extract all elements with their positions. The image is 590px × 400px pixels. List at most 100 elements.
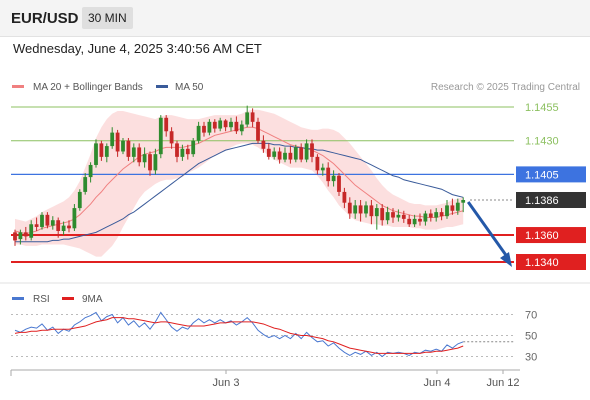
rsi-ma9-line [14,317,464,354]
candle-body [50,220,55,226]
candle-body [72,208,77,229]
candle-body [331,175,336,182]
rsi-tick-label: 70 [525,310,537,322]
candle-body [34,224,39,227]
forecast-arrow-shaft [466,201,510,259]
candle-body [380,208,385,221]
candle-body [434,212,439,218]
candle-body [445,205,449,217]
level-label-pivot: 1.1405 [525,169,559,181]
candle-body [401,214,406,219]
candle-body [304,143,309,160]
candle-body [412,218,417,225]
candle-body [293,147,298,160]
candle-body [131,147,136,157]
level-label-resistance: 1.1430 [525,136,559,148]
x-axis-label: Jun 4 [424,377,451,389]
candle-body [29,224,34,238]
candle-body [396,214,401,218]
candle-body [277,151,282,160]
legend-rsi-label: RSI [33,294,50,305]
candle-body [250,112,255,122]
candle-body [385,212,390,221]
rsi-tick-label: 30 [525,352,537,364]
candle-body [94,143,98,165]
source-label: Research © 2025 Trading Central [431,82,580,93]
candle-body [315,156,320,171]
candle-body [461,200,466,203]
candle-body [407,218,412,225]
candle-body [423,213,428,222]
top-bar: EUR/USD 30 MIN [0,0,590,37]
candle-body [374,208,379,217]
level-label-support: 1.1340 [525,257,559,269]
candle-body [310,143,314,157]
rsi-line [14,311,464,358]
candle-body [299,147,304,160]
candle-body [439,212,444,217]
candle-body [110,132,115,147]
candle-body [169,131,174,144]
ma20-line [14,126,464,235]
candle-body [180,148,185,157]
candle-body [56,220,61,231]
candle-body [218,120,223,129]
candle-body [45,214,50,226]
legend-ma50-swatch [156,85,168,88]
candle-body [320,167,325,171]
legend-ma20-swatch [12,85,24,88]
candle-body [223,120,228,128]
level-tag-pivot [516,166,586,183]
candle-body [283,152,287,160]
candle-body [229,121,233,128]
x-axis-label: Jun 3 [213,377,240,389]
candle-body [153,154,158,171]
legend-ma9-swatch [62,297,74,300]
candle-body [266,148,271,157]
candle-body [358,205,363,214]
candle-body [455,202,460,211]
candles [13,105,466,246]
datetime-label: Wednesday, June 4, 2025 3:40:56 AM CET [13,41,262,56]
level-tag-support [516,254,586,270]
candle-body [337,175,341,192]
candle-body [40,214,44,227]
x-axis-label: Jun 12 [486,377,519,389]
legend-ma20-label: MA 20 + Bollinger Bands [33,82,143,93]
forecast-arrow-head [500,252,512,267]
candle-body [83,177,88,192]
level-tag-current [516,192,586,208]
candle-body [202,125,206,133]
rsi-tick-label: 50 [525,331,537,343]
timeframe-button[interactable]: 30 MIN [82,7,133,29]
candle-body [326,167,331,182]
candle-body [272,151,277,157]
candle-body [191,140,196,155]
candle-body [418,218,422,222]
candle-body [261,140,266,149]
candle-body [185,148,190,155]
candle-body [245,112,250,125]
candle-body [347,202,352,214]
candle-body [428,213,433,218]
candle-body [137,147,142,163]
candle-body [115,132,120,152]
candle-body [61,225,66,231]
candle-body [450,205,455,211]
candle-body [207,121,212,133]
candle-body [212,121,217,129]
level-tag-support [516,227,586,244]
candle-body [256,121,260,141]
candle-body [342,191,347,203]
candle-body [13,232,17,241]
ma50-line [15,142,464,243]
candle-body [158,117,163,155]
candle-body [234,121,239,132]
candle-body [288,152,293,160]
candle-body [148,154,152,171]
candle-body [126,140,131,157]
candle-body [391,212,395,218]
candle-body [18,232,23,240]
candle-body [99,143,104,157]
candle-body [121,140,125,152]
